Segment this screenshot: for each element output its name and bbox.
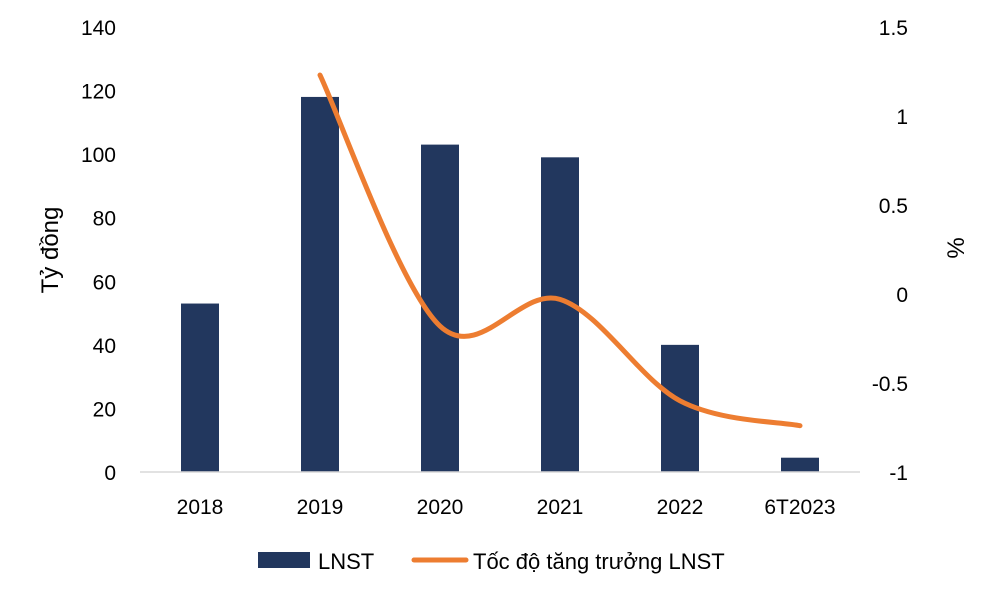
line-series [317,72,803,429]
x-tick-label: 2019 [297,496,344,519]
legend-bar-label: LNST [318,549,374,574]
left-tick-label: 60 [93,271,116,294]
left-tick-label: 40 [93,335,116,358]
legend-line-label: Tốc độ tăng trưởng LNST [473,549,725,574]
left-tick-label: 140 [81,17,116,40]
right-axis-title: % [943,237,970,258]
right-tick-label: 0.5 [879,195,908,218]
right-tick-label: 1.5 [879,17,908,40]
left-axis-ticks: 0 20 40 60 80 100 120 140 [81,17,116,485]
x-tick-label: 6T2023 [764,496,835,519]
right-axis-ticks: -1 -0.5 0 0.5 1 1.5 [872,17,908,485]
right-tick-label: -1 [889,462,908,485]
right-tick-label: -0.5 [872,373,908,396]
x-axis-ticks: 2018 2019 2020 2021 2022 6T2023 [177,496,836,519]
bar-2021 [541,157,579,473]
right-tick-label: 1 [896,106,908,129]
x-tick-label: 2022 [657,496,704,519]
right-tick-label: 0 [896,284,908,307]
bar-2018 [181,303,219,472]
left-axis-title: Tỷ đồng [37,207,64,294]
x-tick-label: 2020 [417,496,464,519]
growth-line [317,72,803,429]
bar-2019 [301,96,339,472]
left-tick-label: 20 [93,398,116,421]
x-tick-label: 2021 [537,496,584,519]
legend-bar-swatch [258,552,310,568]
x-tick-label: 2018 [177,496,224,519]
left-tick-label: 80 [93,208,116,231]
left-tick-label: 0 [104,462,116,485]
left-tick-label: 100 [81,144,116,167]
left-tick-label: 120 [81,81,116,104]
bar-series [181,96,819,473]
legend: LNST Tốc độ tăng trưởng LNST [258,549,725,574]
bar-6T2023 [781,457,819,472]
